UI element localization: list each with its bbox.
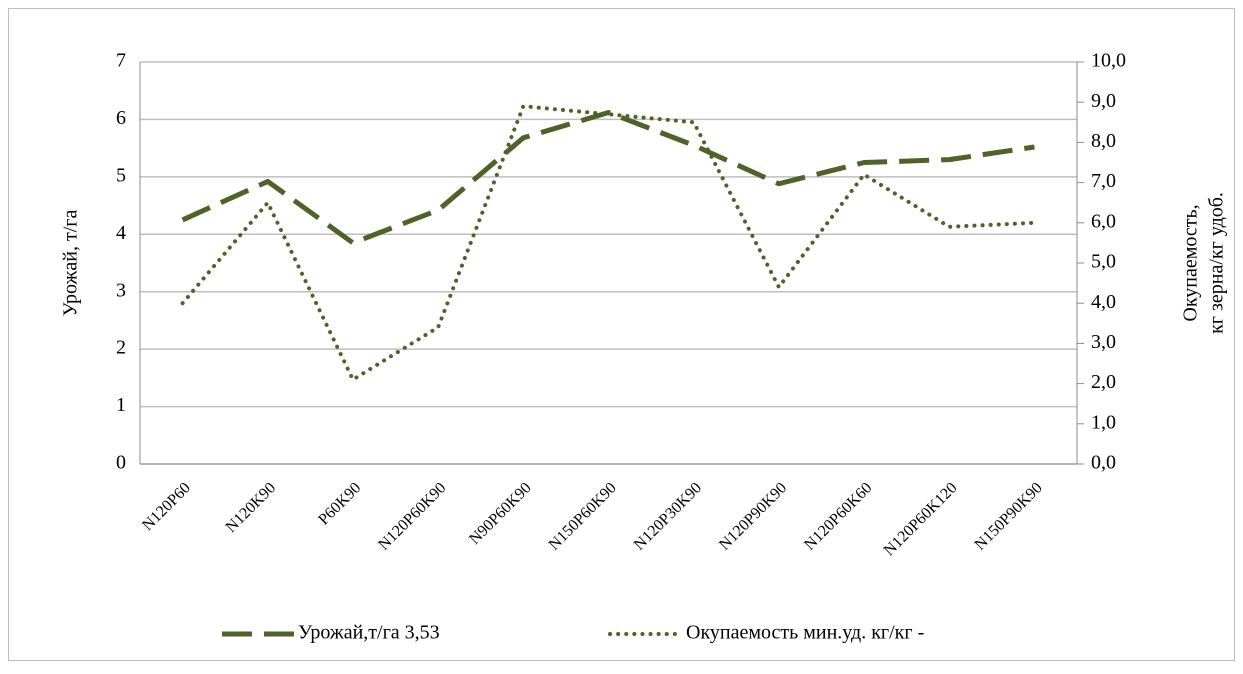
x-tick-label: N150P60K90 bbox=[546, 479, 620, 553]
x-tick-label: N120P60K60 bbox=[801, 479, 875, 553]
y-tick-label: 2 bbox=[116, 337, 126, 359]
y-tick-label: 0 bbox=[116, 452, 126, 474]
legend-label: Окупаемость мин.уд. кг/кг - bbox=[686, 622, 924, 644]
y-tick-label: 6 bbox=[116, 107, 126, 129]
x-tick-label: N90P60K90 bbox=[466, 479, 535, 548]
y-tick-label: 3 bbox=[116, 279, 126, 301]
y2-tick-label: 4,0 bbox=[1091, 291, 1116, 313]
x-tick-label: P60K90 bbox=[315, 479, 364, 528]
y2-tick-label: 9,0 bbox=[1091, 90, 1116, 112]
y-tick-label: 4 bbox=[116, 222, 126, 244]
y2-tick-label: 1,0 bbox=[1091, 411, 1116, 433]
y2-tick-label: 5,0 bbox=[1091, 251, 1116, 273]
y2-tick-label: 0,0 bbox=[1091, 452, 1116, 474]
x-tick-label: N120P90K90 bbox=[716, 479, 790, 553]
chart-border bbox=[8, 8, 1235, 661]
x-tick-label: N120P60K120 bbox=[881, 479, 961, 559]
x-tick-label: N120P30K90 bbox=[631, 479, 705, 553]
data-line bbox=[180, 104, 1037, 382]
y-tick-label: 1 bbox=[116, 394, 126, 416]
data-line bbox=[181, 110, 1035, 246]
y2-tick-label: 3,0 bbox=[1091, 331, 1116, 353]
y2-tick-label: 10,0 bbox=[1091, 50, 1126, 72]
y2-tick-label: 7,0 bbox=[1091, 170, 1116, 192]
x-tick-label: N120K90 bbox=[223, 479, 280, 536]
y2-axis-label: кг зерна/кг удоб. bbox=[1206, 192, 1228, 334]
x-tick-label: N120P60 bbox=[139, 479, 194, 534]
y-axis-label: Урожай, т/га bbox=[60, 210, 82, 317]
y2-tick-label: 6,0 bbox=[1091, 210, 1116, 232]
x-tick-label: N150P90K90 bbox=[972, 479, 1046, 553]
legend-label: Урожай,т/га 3,53 bbox=[298, 622, 440, 644]
y-tick-label: 5 bbox=[116, 164, 126, 186]
y-tick-label: 7 bbox=[116, 50, 126, 72]
y2-tick-label: 8,0 bbox=[1091, 130, 1116, 152]
x-tick-label: N120P60K90 bbox=[375, 479, 449, 553]
y2-tick-label: 2,0 bbox=[1091, 371, 1116, 393]
y2-axis-label: Окупаемость, bbox=[1180, 204, 1202, 321]
